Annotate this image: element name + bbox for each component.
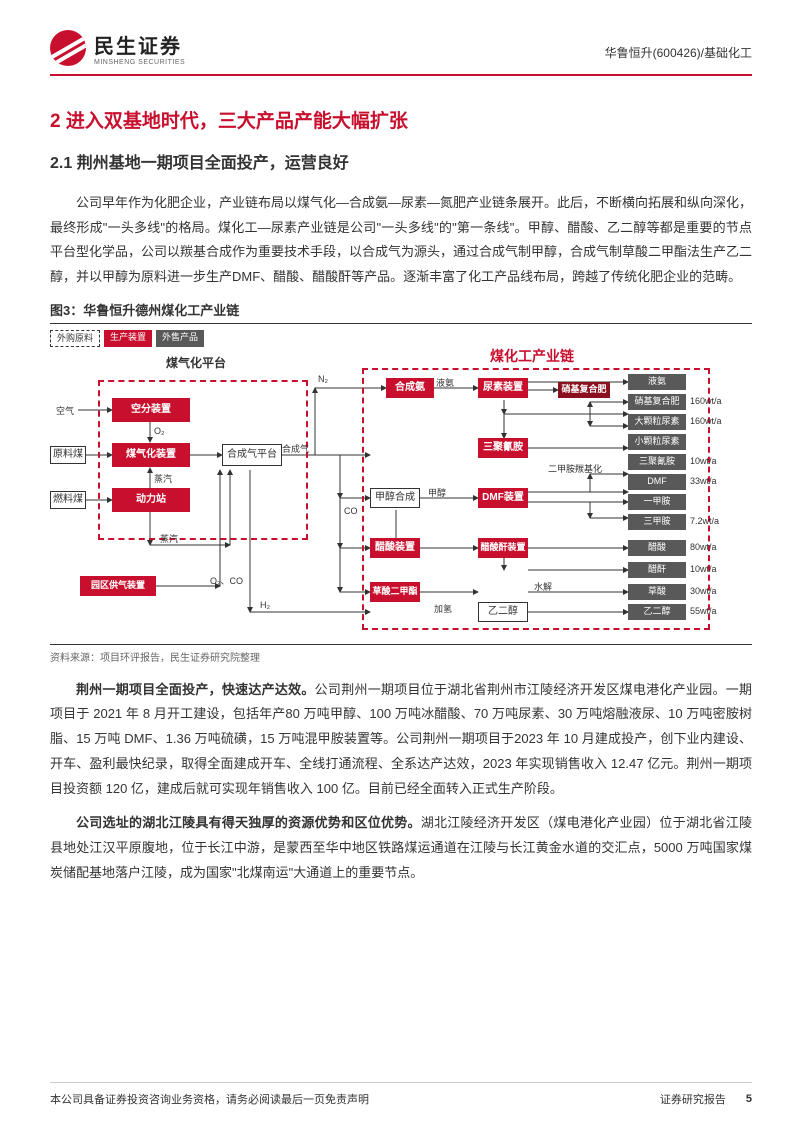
cap-5: 33wt/a <box>690 476 717 486</box>
page-content: 2 进入双基地时代，三大产品产能大幅扩张 2.1 荆州基地一期项目全面投产，运营… <box>0 76 802 885</box>
footer-disclaimer: 本公司具备证券投资咨询业务资格，请务必阅读最后一页免责声明 <box>50 1091 369 1107</box>
cap-11: 55wt/a <box>690 606 717 616</box>
prod-3: 小颗粒尿素 <box>628 434 686 450</box>
paragraph-2-body: 公司荆州一期项目位于湖北省荆州市江陵经济开发区煤电港化产业园。一期项目于 202… <box>50 682 752 796</box>
group-label-right: 煤化工产业链 <box>490 346 574 366</box>
legend-product: 外售产品 <box>156 330 204 347</box>
cap-9: 10wt/a <box>690 564 717 574</box>
prod-11: 乙二醇 <box>628 604 686 620</box>
lbl-hydrogenation: 加氢 <box>434 602 452 615</box>
prod-10: 草酸 <box>628 584 686 600</box>
unit-gasify: 煤气化装置 <box>112 443 190 467</box>
unit-oxalate: 草酸二甲酯 <box>370 582 420 602</box>
figure-title: 图3：华鲁恒升德州煤化工产业链 <box>50 300 752 324</box>
lbl-h2: H₂ <box>260 600 270 610</box>
unit-dmf: DMF装置 <box>478 488 528 508</box>
paragraph-3-bold: 公司选址的湖北江陵具有得天独厚的资源优势和区位优势。 <box>76 815 421 830</box>
page-number: 5 <box>746 1093 752 1105</box>
unit-npk: 硝基复合肥 <box>558 382 610 398</box>
lbl-hydrolysis: 水解 <box>534 580 552 593</box>
lbl-air: 空气 <box>56 404 74 417</box>
paragraph-2: 荆州一期项目全面投产，快速达产达效。公司荆州一期项目位于湖北省荆州市江陵经济开发… <box>50 678 752 801</box>
legend-unit: 生产装置 <box>104 330 152 347</box>
cap-10: 30wt/a <box>690 586 717 596</box>
unit-power: 动力站 <box>112 488 190 512</box>
logo-icon <box>50 30 86 66</box>
unit-melamine: 三聚氰胺 <box>478 438 528 458</box>
flowchart: 外购原料 生产装置 外售产品 煤气化平台 煤化工产业链 空气 原料煤 燃料煤 空… <box>50 330 750 640</box>
cap-2: 160wt/a <box>690 416 722 426</box>
prod-1: 硝基复合肥 <box>628 394 686 410</box>
lbl-steam2: 蒸汽 <box>160 532 178 545</box>
unit-anhydride: 醋酸酐装置 <box>478 538 528 558</box>
prod-8: 醋酸 <box>628 540 686 556</box>
lbl-steam1: 蒸汽 <box>154 472 172 485</box>
prod-5: DMF <box>628 474 686 490</box>
page-footer: 本公司具备证券投资咨询业务资格，请务必阅读最后一页免责声明 证券研究报告 5 <box>50 1082 752 1107</box>
flowchart-legend: 外购原料 生产装置 外售产品 <box>50 330 204 347</box>
cap-7: 7.2wt/a <box>690 516 719 526</box>
lbl-n2: N₂ <box>318 374 328 384</box>
figure-source: 资料来源：项目环评报告，民生证券研究院整理 <box>50 644 752 664</box>
unit-park-supply: 园区供气装置 <box>80 576 156 596</box>
unit-meoh-syn: 甲醇合成 <box>370 488 420 508</box>
prod-6: 一甲胺 <box>628 494 686 510</box>
lbl-co: CO <box>344 506 358 516</box>
prod-0: 液氨 <box>628 374 686 390</box>
lbl-fuel-coal: 燃料煤 <box>50 491 86 509</box>
legend-external: 外购原料 <box>50 330 100 347</box>
paragraph-1: 公司早年作为化肥企业，产业链布局以煤气化—合成氨—尿素—氮肥产业链条展开。此后，… <box>50 191 752 290</box>
prod-9: 醋酐 <box>628 562 686 578</box>
lbl-o2: O₂ <box>154 426 165 436</box>
header-right: 华鲁恒升(600426)/基础化工 <box>605 30 752 61</box>
footer-label: 证券研究报告 <box>660 1091 726 1107</box>
cap-4: 10wt/a <box>690 456 717 466</box>
lbl-raw-coal: 原料煤 <box>50 446 86 464</box>
unit-acetic: 醋酸装置 <box>370 538 420 558</box>
unit-urea: 尿素装置 <box>478 378 528 398</box>
unit-eg: 乙二醇 <box>478 602 528 622</box>
prod-7: 三甲胺 <box>628 514 686 530</box>
section-heading-3: 2.1 荆州基地一期项目全面投产，运营良好 <box>50 149 752 173</box>
lbl-o2co: O₂、CO <box>210 574 243 587</box>
lbl-dma: 二甲胺羰基化 <box>548 462 602 475</box>
lbl-syngas: 合成气 <box>282 442 309 455</box>
logo-text: 民生证券 MINSHENG SECURITIES <box>94 30 185 66</box>
page-header: 民生证券 MINSHENG SECURITIES 华鲁恒升(600426)/基础… <box>0 0 802 74</box>
logo-block: 民生证券 MINSHENG SECURITIES <box>50 30 185 66</box>
prod-2: 大颗粒尿素 <box>628 414 686 430</box>
group-label-left: 煤气化平台 <box>166 354 226 371</box>
cap-1: 160wt/a <box>690 396 722 406</box>
unit-air-sep: 空分装置 <box>112 398 190 422</box>
logo-en: MINSHENG SECURITIES <box>94 59 185 66</box>
paragraph-2-bold: 荆州一期项目全面投产，快速达产达效。 <box>76 682 315 697</box>
unit-ammonia: 合成氨 <box>386 378 434 398</box>
logo-cn: 民生证券 <box>94 30 185 59</box>
prod-4: 三聚氰胺 <box>628 454 686 470</box>
lbl-liq-ammonia: 液氨 <box>436 376 454 389</box>
lbl-meoh: 甲醇 <box>428 486 446 499</box>
unit-syngas-platform: 合成气平台 <box>222 444 282 466</box>
section-heading-2: 2 进入双基地时代，三大产品产能大幅扩张 <box>50 106 752 133</box>
paragraph-3: 公司选址的湖北江陵具有得天独厚的资源优势和区位优势。湖北江陵经济开发区（煤电港化… <box>50 811 752 885</box>
footer-right: 证券研究报告 5 <box>660 1091 752 1107</box>
cap-8: 80wt/a <box>690 542 717 552</box>
